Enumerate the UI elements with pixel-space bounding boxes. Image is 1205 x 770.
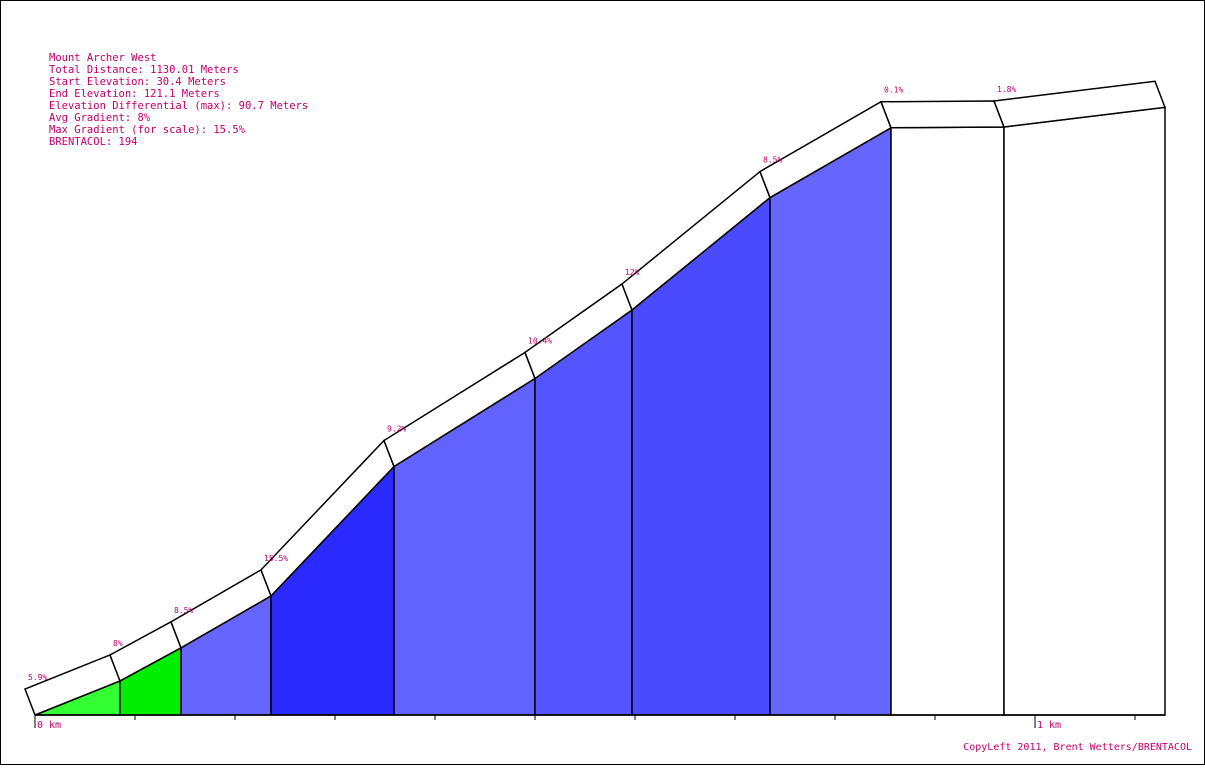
gradient-ribbon [24,80,1167,716]
distance-axis: 0 km 1 km [34,714,1166,731]
gradient-label-10: 1.8% [997,85,1016,94]
profile-segments [34,106,1166,716]
axis-tick-label: 0 km [37,720,61,731]
gradient-label-6: 10.4% [528,336,552,345]
end-elevation: End Elevation: 121.1 Meters [49,88,220,100]
profile-segment-6 [534,308,633,716]
info-block: Mount Archer West Total Distance: 1130.0… [49,52,308,148]
gradient-label-8: 8.5% [763,156,782,165]
brentacol-score: BRENTACOL: 194 [49,136,138,148]
gradient-label-5: 9.2% [387,424,406,433]
profile-segment-9 [890,126,1005,716]
ribbon-segment-10 [992,80,1167,128]
copyright-text: CopyLeft 2011, Brent Wetters/BRENTACOL [963,742,1192,753]
gradient-label-9: 0.1% [884,86,903,95]
axis-tick-label: 1 km [1037,720,1061,731]
climb-title: Mount Archer West [49,52,156,64]
gradient-labels: 5.9% 8% 8.5% 15.5% 9.2% 10.4% 12% 8.5% 0.1% 1.8% [28,85,1016,682]
gradient-label-3: 8.5% [174,606,193,615]
total-distance: Total Distance: 1130.01 Meters [49,64,239,76]
profile-segment-10 [1003,106,1166,716]
gradient-label-7: 12% [625,268,640,277]
gradient-label-2: 8% [113,639,123,648]
profile-segment-8 [769,126,892,716]
gradient-label-4: 15.5% [264,554,288,563]
start-elevation: Start Elevation: 30.4 Meters [49,76,226,88]
avg-gradient: Avg Gradient: 8% [49,112,151,124]
max-gradient: Max Gradient (for scale): 15.5% [49,124,246,136]
elevation-differential: Elevation Differential (max): 90.7 Meter… [49,100,308,112]
ribbon-segment-9 [879,100,1006,129]
gradient-label-1: 5.9% [28,673,47,682]
